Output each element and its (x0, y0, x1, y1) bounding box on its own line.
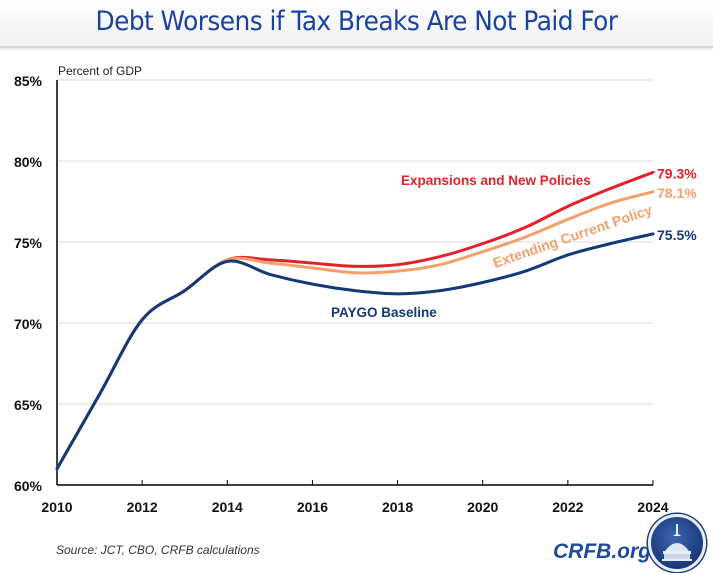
end-value-label: 78.1% (657, 185, 697, 201)
y-tick-label: 60% (14, 478, 43, 494)
x-tick-label: 2012 (127, 499, 158, 515)
y-axis-tick-labels: 60% 65% 70% 75% 80% 85% (14, 73, 43, 494)
series-label-extending-current-policy: Extending Current Policy (491, 201, 655, 271)
x-tick-label: 2020 (467, 499, 498, 515)
y-tick-label: 75% (14, 235, 43, 251)
y-tick-label: 80% (14, 154, 43, 170)
axes (56, 80, 654, 486)
x-tick-label: 2014 (212, 499, 243, 515)
capitol-dome-seal-icon (648, 514, 706, 572)
series-line-expansions (55, 170, 655, 471)
series-line-paygo-baseline (55, 232, 655, 471)
x-tick-label: 2022 (552, 499, 583, 515)
brand-link[interactable]: CRFB.org (553, 540, 651, 563)
y-tick-label: 85% (14, 73, 43, 89)
gridlines (57, 79, 653, 405)
series-lines (55, 170, 655, 471)
chart-title: Debt Worsens if Tax Breaks Are Not Paid … (95, 6, 619, 37)
y-tick-label: 70% (14, 316, 43, 332)
x-tick-label: 2018 (382, 499, 413, 515)
x-tick-label: 2024 (637, 499, 668, 515)
x-tick-label: 2010 (41, 499, 72, 515)
series-label-expansions: Expansions and New Policies (401, 173, 591, 188)
title-bar: Debt Worsens if Tax Breaks Are Not Paid … (0, 0, 713, 48)
x-tick-label: 2016 (297, 499, 328, 515)
series-label-paygo-baseline: PAYGO Baseline (331, 305, 437, 320)
end-value-label: 75.5% (657, 227, 697, 243)
end-value-label: 79.3% (657, 165, 697, 181)
y-axis-label: Percent of GDP (58, 64, 142, 78)
x-axis-tick-labels: 2010 2012 2014 2016 2018 2020 2022 2024 (41, 499, 668, 515)
y-tick-label: 65% (14, 397, 43, 413)
source-note: Source: JCT, CBO, CRFB calculations (56, 543, 260, 557)
